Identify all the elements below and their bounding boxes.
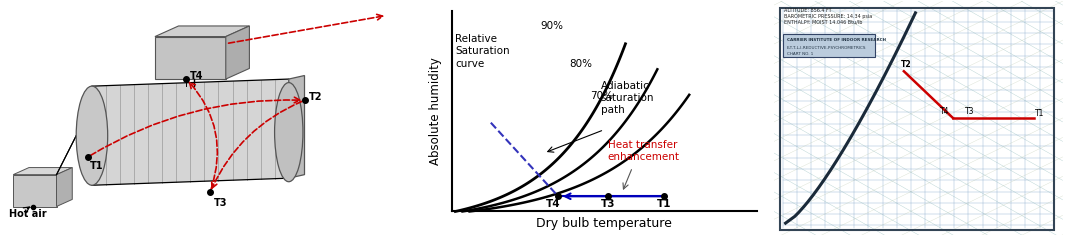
Text: T1: T1	[90, 161, 104, 171]
Polygon shape	[13, 175, 57, 206]
Ellipse shape	[76, 86, 108, 185]
Polygon shape	[92, 79, 288, 185]
Polygon shape	[225, 26, 250, 79]
Text: Heat transfer
enhancement: Heat transfer enhancement	[608, 140, 679, 162]
Text: Dry bulb temperature: Dry bulb temperature	[536, 217, 672, 230]
Text: CARRIER INSTITUTE OF INDOOR RESEARCH: CARRIER INSTITUTE OF INDOOR RESEARCH	[787, 38, 886, 42]
Text: BAROMETRIC PRESSURE: 14.34 psia: BAROMETRIC PRESSURE: 14.34 psia	[784, 13, 873, 19]
Text: ALTITUDE: 856.4 FT: ALTITUDE: 856.4 FT	[784, 8, 832, 13]
Text: T3: T3	[964, 107, 974, 117]
Text: E-T-T-L-I-REDUCTIVE-PSYCHROMETRICS: E-T-T-L-I-REDUCTIVE-PSYCHROMETRICS	[787, 46, 866, 50]
Text: T2: T2	[901, 60, 912, 69]
Text: T1: T1	[657, 199, 672, 209]
Text: 70%: 70%	[590, 91, 613, 101]
Text: ENTHALPY: MOIST 14.046 Btu/lb: ENTHALPY: MOIST 14.046 Btu/lb	[784, 19, 863, 24]
Text: T4: T4	[190, 71, 204, 81]
Text: T4: T4	[940, 107, 949, 117]
Text: T2: T2	[309, 92, 321, 102]
Text: Hot air: Hot air	[10, 209, 47, 219]
Text: T3: T3	[214, 198, 227, 208]
Text: Relative
Saturation
curve: Relative Saturation curve	[455, 34, 511, 69]
Text: CHART NO. 1: CHART NO. 1	[787, 52, 813, 56]
Text: Absolute humidity: Absolute humidity	[429, 57, 442, 165]
Ellipse shape	[274, 83, 303, 182]
Bar	[783, 34, 875, 57]
Polygon shape	[288, 76, 304, 178]
Text: 80%: 80%	[569, 59, 592, 69]
Text: 90%: 90%	[540, 21, 564, 31]
Text: T4: T4	[546, 199, 560, 209]
Text: T3: T3	[600, 199, 615, 209]
Text: T1: T1	[1035, 109, 1045, 118]
Polygon shape	[155, 37, 225, 79]
Polygon shape	[57, 168, 73, 206]
Text: Adiabatic
saturation
path: Adiabatic saturation path	[600, 80, 655, 115]
Polygon shape	[155, 26, 250, 37]
Polygon shape	[13, 168, 73, 175]
